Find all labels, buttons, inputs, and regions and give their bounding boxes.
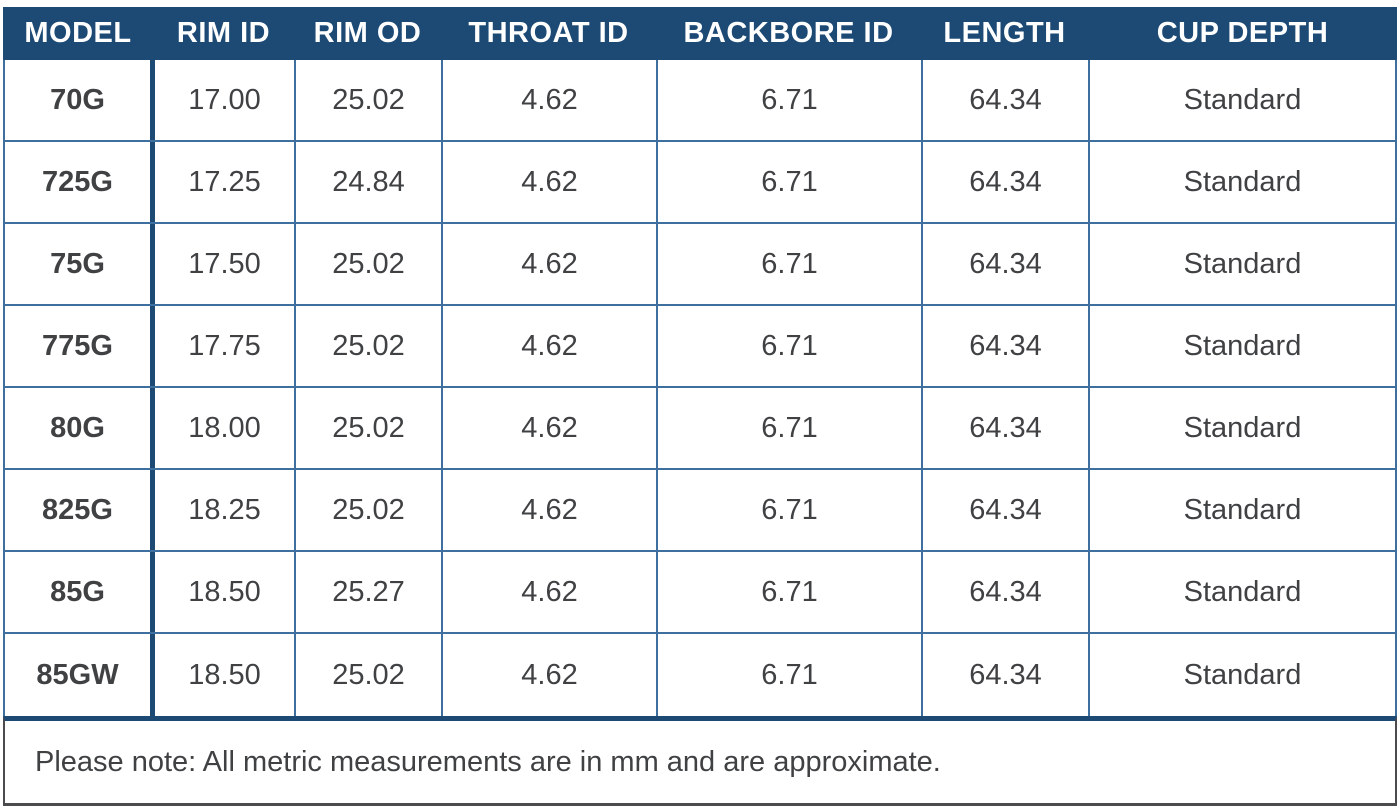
model-cell: 85GW	[5, 634, 155, 716]
table-cell: 4.62	[443, 470, 658, 550]
table-cell: 6.71	[658, 60, 923, 140]
table-cell: 64.34	[923, 470, 1090, 550]
table-row: 80G 18.00 25.02 4.62 6.71 64.34 Standard	[5, 388, 1395, 470]
column-header-cup-depth: CUP DEPTH	[1156, 17, 1329, 49]
model-cell: 85G	[5, 552, 155, 632]
table-cell: 6.71	[658, 142, 923, 222]
table-cell: 25.02	[296, 60, 443, 140]
column-header-backbore-id: BACKBORE ID	[683, 17, 894, 49]
column-header-model: MODEL	[24, 17, 132, 49]
column-header-rim-od: RIM OD	[313, 17, 422, 49]
table-cell: 25.02	[296, 634, 443, 716]
table-cell: Standard	[1183, 329, 1302, 362]
table-cell: 18.50	[155, 634, 296, 716]
table-cell: 64.34	[923, 552, 1090, 632]
table-cell: 6.71	[658, 634, 923, 716]
table-cell: 64.34	[923, 142, 1090, 222]
table-cell: 17.75	[155, 306, 296, 386]
table-cell: 25.02	[296, 388, 443, 468]
table-cell: 4.62	[443, 142, 658, 222]
table-cell: 17.25	[155, 142, 296, 222]
table-row: 70G 17.00 25.02 4.62 6.71 64.34 Standard	[5, 60, 1395, 142]
model-cell: 825G	[5, 470, 155, 550]
table-cell: 6.71	[658, 388, 923, 468]
model-cell: 725G	[5, 142, 155, 222]
table-cell: 4.62	[443, 552, 658, 632]
column-header-throat-id: THROAT ID	[468, 17, 629, 49]
table-row: 725G 17.25 24.84 4.62 6.71 64.34 Standard	[5, 142, 1395, 224]
table-cell: 17.50	[155, 224, 296, 304]
table-cell: 6.71	[658, 306, 923, 386]
table-cell: 4.62	[443, 224, 658, 304]
model-cell: 775G	[5, 306, 155, 386]
table-cell: 64.34	[923, 388, 1090, 468]
table-cell: Standard	[1183, 575, 1302, 608]
table-body: 70G 17.00 25.02 4.62 6.71 64.34 Standard 725G 17…	[3, 60, 1397, 716]
table-cell: 6.71	[658, 552, 923, 632]
column-header-length: LENGTH	[943, 17, 1066, 49]
table-cell: 4.62	[443, 306, 658, 386]
table-cell: 64.34	[923, 224, 1090, 304]
model-cell: 75G	[5, 224, 155, 304]
table-row: 825G 18.25 25.02 4.62 6.71 64.34 Standard	[5, 470, 1395, 552]
table-cell: Standard	[1183, 658, 1302, 691]
table-cell: 25.02	[296, 306, 443, 386]
model-cell: 80G	[5, 388, 155, 468]
table-cell: Standard	[1183, 83, 1302, 116]
table-header-row: MODEL RIM ID RIM OD THROAT ID BACKBORE ID LEN…	[3, 7, 1397, 60]
table-cell: Standard	[1183, 247, 1302, 280]
table-cell: 18.00	[155, 388, 296, 468]
table-cell: 64.34	[923, 306, 1090, 386]
table-cell: Standard	[1183, 411, 1302, 444]
table-cell: 18.50	[155, 552, 296, 632]
model-cell: 70G	[5, 60, 155, 140]
table-cell: 18.25	[155, 470, 296, 550]
table-cell: 6.71	[658, 224, 923, 304]
column-header-rim-id: RIM ID	[176, 17, 271, 49]
table-row: 775G 17.75 25.02 4.62 6.71 64.34 Standard	[5, 306, 1395, 388]
table-cell: 4.62	[443, 634, 658, 716]
table-cell: 6.71	[658, 470, 923, 550]
table-cell: 64.34	[923, 60, 1090, 140]
footnote-text: Please note: All metric measurements are…	[35, 745, 941, 778]
table-cell: Standard	[1183, 165, 1302, 198]
table-cell: 25.02	[296, 224, 443, 304]
table-cell: 24.84	[296, 142, 443, 222]
table-cell: Standard	[1183, 493, 1302, 526]
mouthpiece-spec-table: MODEL RIM ID RIM OD THROAT ID BACKBORE ID LEN…	[3, 7, 1397, 806]
table-cell: 25.02	[296, 470, 443, 550]
table-row: 85GW 18.50 25.02 4.62 6.71 64.34 Standard	[5, 634, 1395, 716]
table-footnote: Please note: All metric measurements are…	[3, 716, 1397, 806]
table-row: 75G 17.50 25.02 4.62 6.71 64.34 Standard	[5, 224, 1395, 306]
table-cell: 25.27	[296, 552, 443, 632]
table-cell: 64.34	[923, 634, 1090, 716]
table-cell: 17.00	[155, 60, 296, 140]
table-row: 85G 18.50 25.27 4.62 6.71 64.34 Standard	[5, 552, 1395, 634]
table-cell: 4.62	[443, 60, 658, 140]
table-cell: 4.62	[443, 388, 658, 468]
